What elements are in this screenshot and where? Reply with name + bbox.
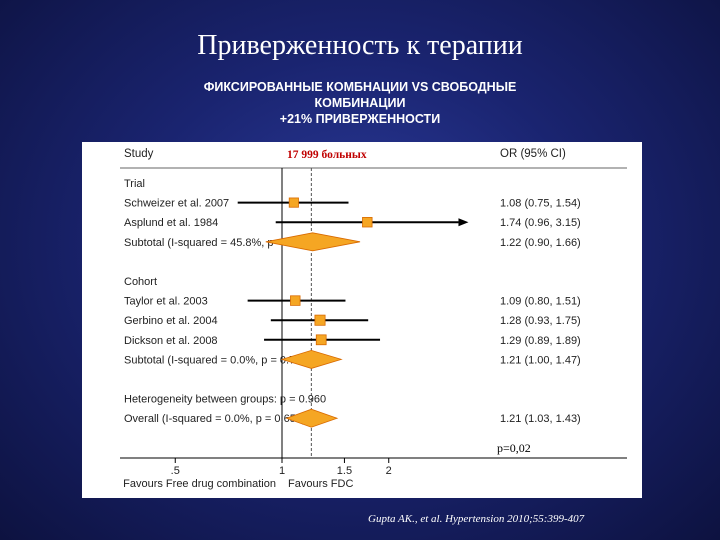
- or-ci-text: 1.08 (0.75, 1.54): [500, 198, 581, 210]
- study-label: Asplund et al. 1984: [124, 217, 218, 229]
- or-ci-text: 1.28 (0.93, 1.75): [500, 315, 581, 327]
- subtitle-line-1: ФИКСИРОВАННЫЕ КОМБНАЦИИ VS СВОБОДНЫЕ: [203, 80, 517, 94]
- x-axis-label-right: Favours FDC: [288, 478, 353, 490]
- x-tick-label: .5: [171, 465, 180, 477]
- study-column-header: Study: [124, 148, 154, 160]
- group-header: Trial: [124, 178, 145, 190]
- study-label: Gerbino et al. 2004: [124, 315, 218, 327]
- subtotal-label: Subtotal (I-squared = 0.0%, p = 0.740): [124, 354, 311, 366]
- subtitle-line-3: +21% ПРИВЕРЖЕННОСТИ: [279, 112, 441, 126]
- group-header: Cohort: [124, 276, 157, 288]
- or-ci-text: 1.21 (1.03, 1.43): [500, 413, 581, 425]
- study-label: Schweizer et al. 2007: [124, 198, 229, 210]
- or-ci-text: 1.74 (0.96, 3.15): [500, 217, 581, 229]
- p-value-label: р=0,02: [497, 441, 531, 455]
- or-ci-text: 1.22 (0.90, 1.66): [500, 237, 581, 249]
- subtitle-line-2: КОМБИНАЦИИ: [314, 96, 406, 110]
- x-tick-label: 1.5: [337, 465, 352, 477]
- study-marker: [288, 197, 299, 208]
- study-marker: [290, 295, 301, 306]
- study-marker: [314, 314, 326, 326]
- x-tick-label: 2: [386, 465, 392, 477]
- study-marker: [315, 334, 327, 346]
- forest-plot-panel: Study OR (95% CI) Trial Schweizer et al. 20…: [82, 142, 642, 498]
- forest-plot: Study OR (95% CI) Trial Schweizer et al. 20…: [120, 148, 627, 490]
- study-marker: [362, 217, 373, 228]
- or-ci-text: 1.09 (0.80, 1.51): [500, 296, 581, 308]
- slide-title: Приверженность к терапии: [197, 30, 523, 61]
- subtotal-label: Overall (I-squared = 0.0%, p = 0.655): [124, 413, 306, 425]
- ci-arrow: [458, 218, 469, 227]
- study-label: Taylor et al. 2003: [124, 296, 208, 308]
- subtotal-label: Subtotal (I-squared = 45.8%, p = 0.175): [124, 237, 317, 249]
- pooled-diamond: [285, 408, 339, 428]
- x-axis-label-left: Favours Free drug combination: [123, 478, 276, 490]
- pooled-diamond: [280, 349, 343, 369]
- x-tick-label: 1: [279, 465, 285, 477]
- or-ci-text: 1.29 (0.89, 1.89): [500, 335, 581, 347]
- study-label: Dickson et al. 2008: [124, 335, 218, 347]
- pooled-diamond: [265, 232, 361, 252]
- or-column-header: OR (95% CI): [500, 148, 566, 160]
- group-header: Heterogeneity between groups: p = 0.960: [124, 394, 326, 406]
- patients-count-label: 17 999 больных: [287, 149, 367, 161]
- or-ci-text: 1.21 (1.00, 1.47): [500, 354, 581, 366]
- citation: Gupta AK., et al. Hypertension 2010;55:3…: [368, 513, 585, 525]
